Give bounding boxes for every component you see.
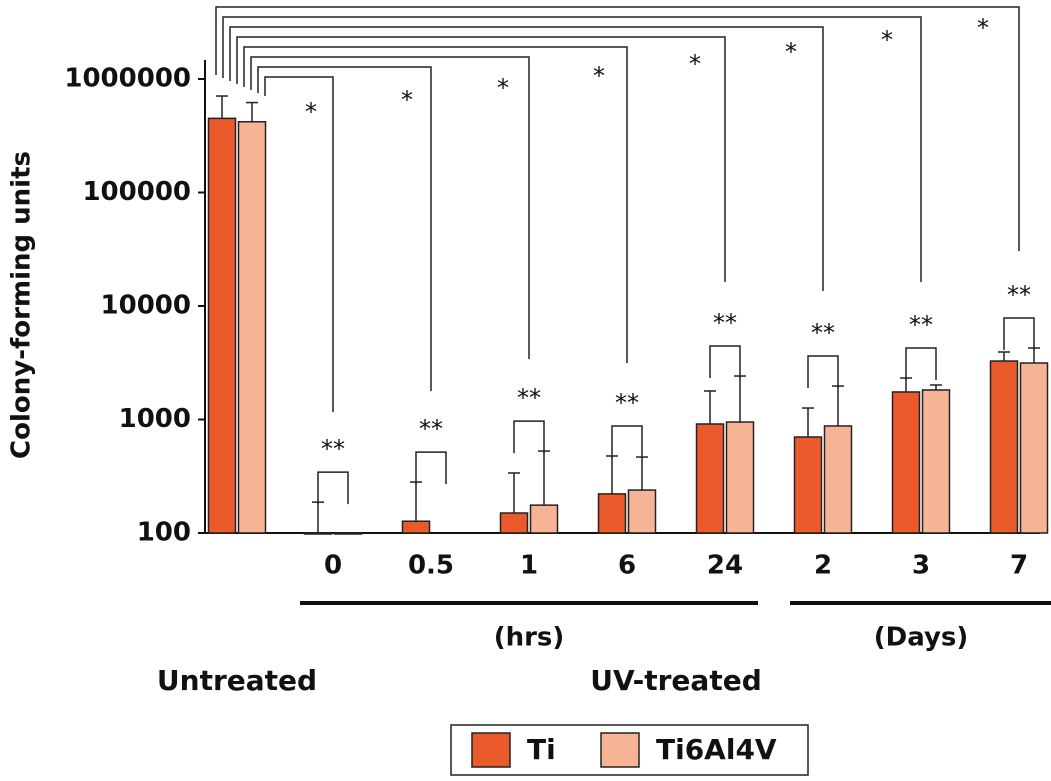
- significance-label: *: [593, 62, 605, 90]
- x-tick-label: 24: [707, 551, 743, 581]
- x-tick-label: 0: [324, 551, 342, 581]
- legend-label: Ti: [527, 733, 556, 766]
- significance-label: *: [689, 50, 701, 78]
- bar: [1019, 362, 1049, 534]
- significance-label: **: [615, 389, 639, 417]
- error-bar: [802, 407, 814, 438]
- error-bar: [734, 375, 746, 423]
- significance-label: *: [785, 38, 797, 66]
- group-sublabel: (Days): [874, 623, 969, 653]
- bar: [823, 425, 853, 534]
- bar: [207, 117, 237, 534]
- error-bar: [606, 455, 618, 494]
- significance-bracket: [317, 471, 349, 505]
- x-tick-label: 1: [520, 551, 538, 581]
- error-bar: [312, 501, 324, 533]
- bar: [793, 436, 823, 534]
- y-tick-label: 100000: [82, 177, 191, 207]
- significance-label: *: [977, 14, 989, 42]
- bar: [921, 389, 951, 534]
- group-label: Untreated: [157, 664, 317, 697]
- significance-label: *: [881, 26, 893, 54]
- significance-bracket: [807, 355, 839, 389]
- significance-bracket: [415, 451, 447, 485]
- error-bar: [832, 385, 844, 426]
- error-bar: [636, 456, 648, 491]
- significance-bracket: [257, 66, 432, 392]
- significance-bracket: [243, 46, 628, 363]
- y-tick-label: 1000000: [64, 64, 191, 94]
- bar: [303, 532, 333, 535]
- significance-bracket: [709, 345, 741, 379]
- significance-label: **: [909, 311, 933, 339]
- bar: [725, 421, 755, 534]
- bar: [627, 489, 657, 534]
- x-tick-label: 3: [912, 551, 930, 581]
- x-tick-label: 7: [1010, 551, 1028, 581]
- legend-swatch: [471, 732, 511, 768]
- significance-label: **: [321, 435, 345, 463]
- error-bar: [704, 390, 716, 424]
- error-bar: [1028, 347, 1040, 364]
- significance-bracket: [250, 56, 530, 360]
- significance-label: *: [401, 86, 413, 114]
- y-axis-label: Colony-forming units: [7, 151, 37, 459]
- significance-label: *: [305, 98, 317, 126]
- significance-bracket: [236, 36, 726, 283]
- bar: [499, 512, 529, 534]
- legend-label: Ti6Al4V: [656, 733, 777, 766]
- significance-label: **: [713, 309, 737, 337]
- bar: [891, 391, 921, 534]
- y-tick-label: 10000: [101, 291, 191, 321]
- significance-label: **: [811, 319, 835, 347]
- error-bar: [998, 351, 1010, 362]
- error-bar: [930, 384, 942, 390]
- significance-bracket: [1003, 317, 1035, 351]
- error-bar: [508, 472, 520, 514]
- significance-label: **: [419, 415, 443, 443]
- significance-bracket: [611, 425, 643, 458]
- significance-bracket: [229, 26, 824, 292]
- bar: [597, 493, 627, 534]
- x-tick-label: 2: [814, 551, 832, 581]
- x-tick-label: 0.5: [408, 551, 454, 581]
- significance-label: **: [1007, 281, 1031, 309]
- group-sublabel: (hrs): [494, 623, 565, 653]
- significance-bracket: [215, 6, 1020, 252]
- significance-bracket: [513, 420, 545, 454]
- error-bar: [900, 377, 912, 392]
- bar: [333, 532, 363, 535]
- x-tick-label: 6: [618, 551, 636, 581]
- bar: [695, 423, 725, 534]
- error-bar: [246, 101, 258, 122]
- bar: [401, 520, 431, 534]
- y-tick-label: 100: [137, 518, 191, 548]
- significance-bracket: [264, 76, 334, 413]
- legend-swatch: [600, 732, 640, 768]
- significance-bracket: [905, 347, 937, 380]
- bar: [237, 121, 267, 534]
- significance-bracket: [222, 16, 922, 282]
- group-label: UV-treated: [590, 664, 762, 697]
- error-bar: [410, 481, 422, 522]
- error-bar: [216, 95, 228, 119]
- bar: [989, 360, 1019, 534]
- bar: [529, 504, 559, 534]
- y-tick-label: 1000: [119, 404, 191, 434]
- significance-label: **: [517, 384, 541, 412]
- error-bar: [538, 450, 550, 506]
- significance-label: *: [497, 74, 509, 102]
